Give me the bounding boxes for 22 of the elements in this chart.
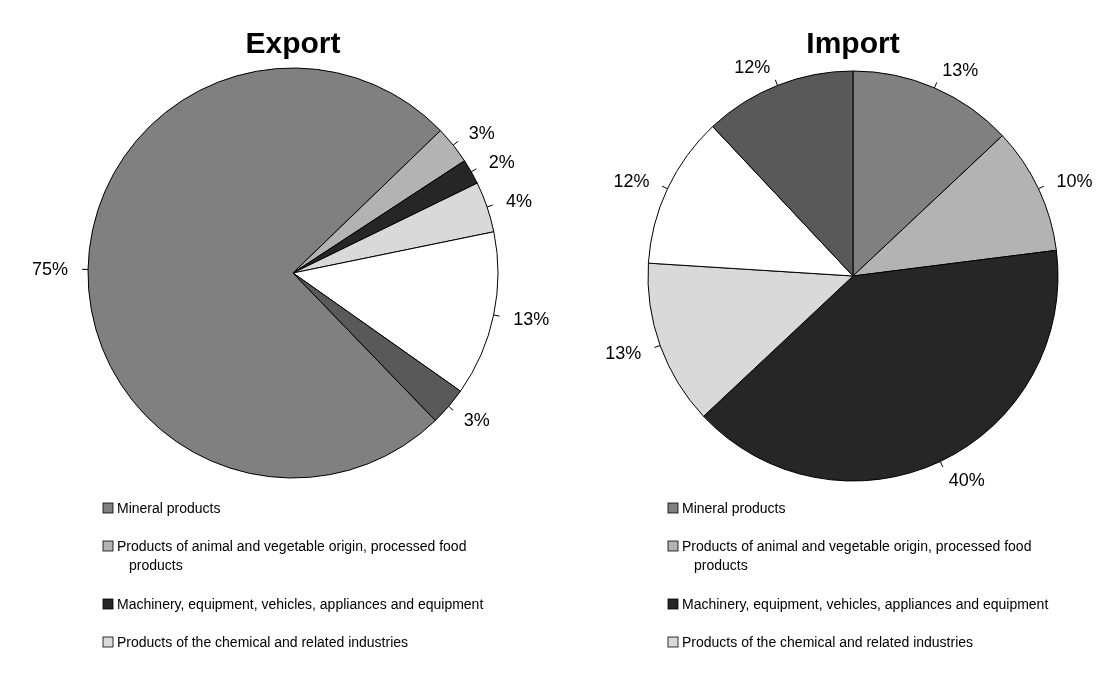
data-label: 10% (1056, 170, 1093, 191)
data-label: 13% (513, 309, 550, 330)
data-label: 13% (942, 59, 979, 80)
data-label: 4% (506, 190, 533, 211)
legend-label: Mineral products (682, 500, 786, 516)
data-label: 3% (463, 409, 490, 430)
data-label: 2% (488, 152, 515, 173)
legend-label: Machinery, equipment, vehicles, appliances and equipment (682, 596, 1049, 612)
data-label: 75% (32, 259, 69, 280)
data-label: 40% (948, 469, 985, 490)
data-label: 12% (734, 57, 771, 78)
legend-label: Products of animal and vegetable origin, processed food products (682, 538, 1032, 573)
chart-title: Import (806, 26, 900, 59)
legend-label: Products of the chemical and related industries (682, 634, 974, 650)
chart-title: Export (245, 26, 341, 59)
data-label: 3% (468, 122, 495, 143)
legend-label: Machinery, equipment, vehicles, appliances and equipment (117, 596, 484, 612)
data-label: 12% (613, 170, 650, 191)
legend-label: Mineral products (117, 500, 221, 516)
legend-label: Products of the chemical and related industries (117, 634, 409, 650)
data-label: 13% (605, 342, 642, 363)
legend-label: Products of animal and vegetable origin, processed food products (117, 538, 467, 573)
